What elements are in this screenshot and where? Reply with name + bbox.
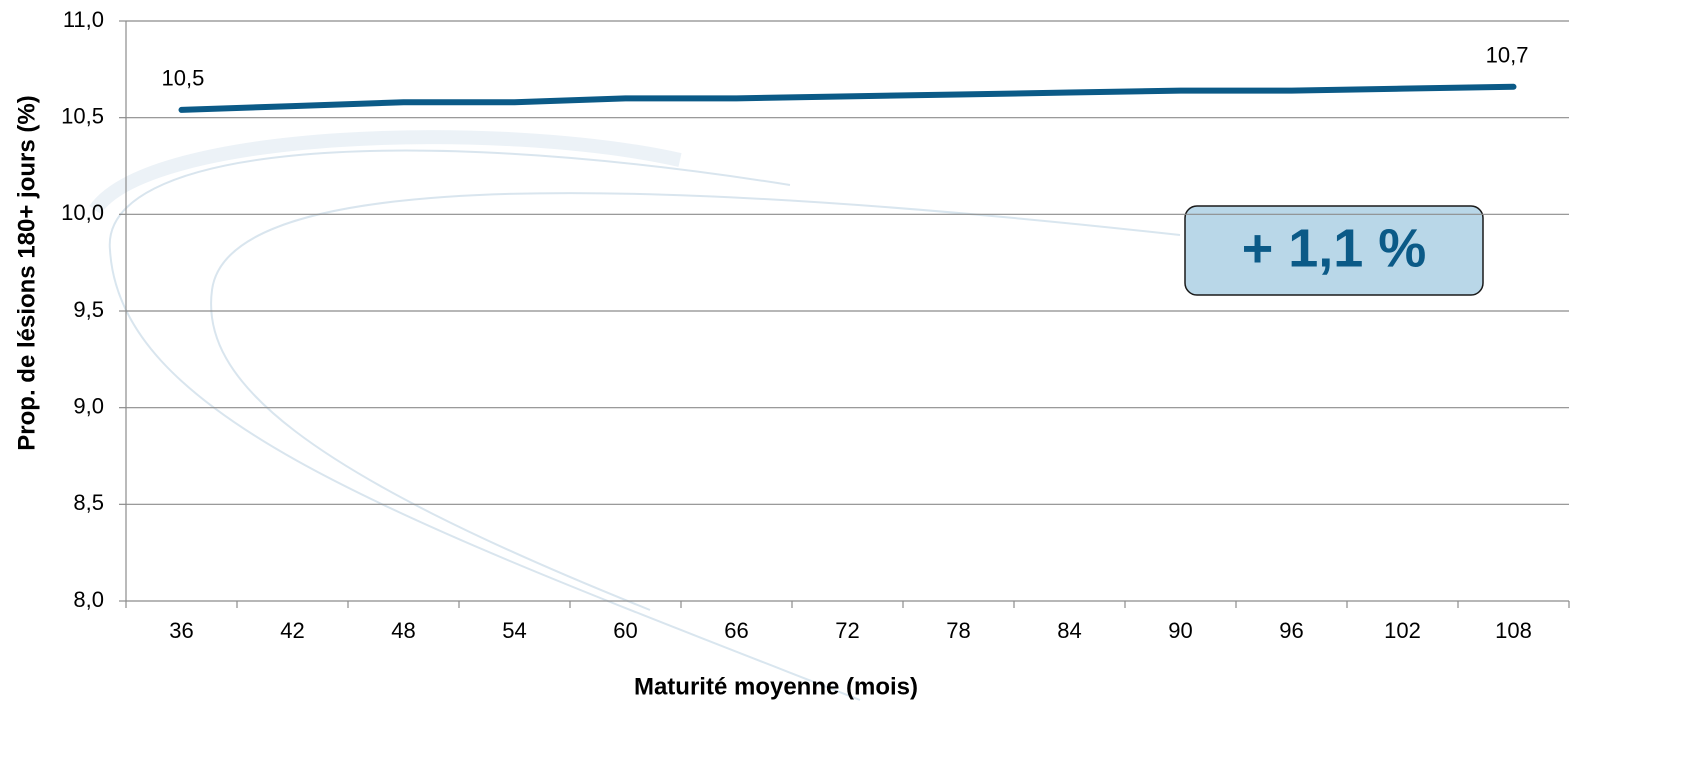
annotation: + 1,1 % bbox=[1242, 218, 1427, 278]
y-tick-label: 8,5 bbox=[73, 490, 104, 515]
data-label: 10,5 bbox=[162, 66, 205, 91]
x-tick-label: 90 bbox=[1168, 618, 1192, 643]
x-tick-label: 54 bbox=[502, 618, 526, 643]
x-tick-label: 96 bbox=[1279, 618, 1303, 643]
x-tick-label: 78 bbox=[946, 618, 970, 643]
y-tick-label: 11,0 bbox=[63, 7, 104, 32]
chart: Prop. de lésions 180+ jours (%) Maturité… bbox=[0, 0, 1693, 758]
x-tick-label: 108 bbox=[1495, 618, 1532, 643]
y-tick-label: 8,0 bbox=[73, 587, 104, 612]
y-tick-label: 9,0 bbox=[73, 393, 104, 418]
y-tick-label: 9,5 bbox=[73, 297, 104, 322]
x-tick-label: 42 bbox=[280, 618, 304, 643]
x-axis-title: Maturité moyenne (mois) bbox=[634, 673, 918, 700]
data-label: 10,7 bbox=[1486, 43, 1529, 68]
x-tick-label: 36 bbox=[169, 618, 193, 643]
x-tick-label: 102 bbox=[1384, 618, 1421, 643]
x-tick-label: 48 bbox=[391, 618, 415, 643]
y-tick-label: 10,0 bbox=[61, 200, 104, 225]
x-tick-label: 72 bbox=[835, 618, 859, 643]
x-tick-label: 84 bbox=[1057, 618, 1081, 643]
background-swoosh bbox=[95, 137, 1180, 700]
y-tick-label: 10,5 bbox=[61, 103, 104, 128]
y-axis-title: Prop. de lésions 180+ jours (%) bbox=[13, 95, 40, 450]
data-line bbox=[182, 87, 1514, 110]
x-tick-label: 66 bbox=[724, 618, 748, 643]
x-tick-label: 60 bbox=[613, 618, 637, 643]
page: Prop. de lésions 180+ jours (%) Maturité… bbox=[0, 0, 1693, 758]
